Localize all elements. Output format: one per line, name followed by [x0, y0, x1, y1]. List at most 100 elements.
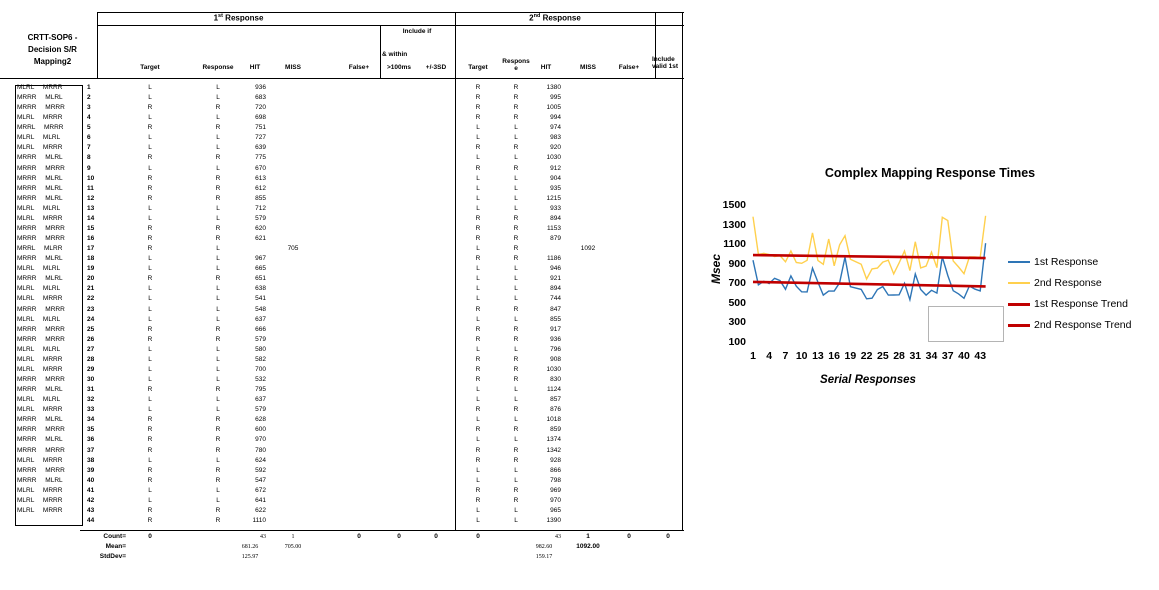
cell-t2[interactable]: R: [475, 496, 481, 504]
cell-h1[interactable]: 582: [255, 355, 266, 363]
cell-r2[interactable]: R: [513, 335, 519, 343]
cell-t1[interactable]: L: [148, 164, 152, 172]
cell-h2[interactable]: 1153: [547, 224, 561, 232]
cell-t1[interactable]: L: [148, 114, 152, 122]
cell-t2[interactable]: R: [475, 325, 481, 333]
cell-t1[interactable]: L: [148, 456, 152, 464]
chart-empty-textbox[interactable]: [928, 306, 1004, 342]
cell-h2[interactable]: 936: [550, 335, 561, 343]
cell-h1[interactable]: 720: [255, 104, 266, 112]
cell-n[interactable]: 6: [87, 134, 91, 142]
cell-h1[interactable]: 683: [255, 94, 266, 102]
cell-h1[interactable]: 580: [255, 345, 266, 353]
cell-n[interactable]: 25: [87, 325, 95, 333]
cell-m1[interactable]: 705: [287, 245, 299, 253]
cell-t1[interactable]: L: [148, 355, 152, 363]
cell-h1[interactable]: 638: [255, 285, 266, 293]
cell-t2[interactable]: L: [476, 517, 480, 524]
cell-t1[interactable]: L: [148, 345, 152, 353]
cell-t1[interactable]: L: [148, 315, 152, 323]
cell-h1[interactable]: 637: [255, 315, 266, 323]
cell-r1[interactable]: R: [215, 416, 221, 424]
cell-h1[interactable]: 855: [255, 194, 266, 202]
cell-n[interactable]: 22: [87, 295, 95, 303]
cell-r1[interactable]: R: [215, 517, 221, 524]
cell-map[interactable]: MRRR MRRR: [17, 325, 65, 333]
cell-h1[interactable]: 621: [255, 235, 266, 243]
cell-map[interactable]: MLRL MLRL: [17, 265, 61, 273]
cell-n[interactable]: 26: [87, 335, 95, 343]
cell-r1[interactable]: R: [215, 476, 221, 484]
cell-r1[interactable]: L: [216, 144, 220, 152]
cell-r2[interactable]: L: [514, 194, 518, 202]
cell-r1[interactable]: R: [215, 436, 221, 444]
cell-h1[interactable]: 547: [255, 476, 266, 484]
cell-map[interactable]: MRRR MLRL: [17, 436, 63, 444]
cell-r2[interactable]: L: [514, 265, 518, 273]
cell-map[interactable]: MLRL MLRL: [17, 204, 61, 212]
cell-t1[interactable]: L: [148, 406, 152, 414]
cell-map[interactable]: MRRR MRRR: [17, 104, 65, 112]
cell-n[interactable]: 18: [87, 255, 95, 263]
cell-n[interactable]: 17: [87, 245, 95, 253]
cell-r2[interactable]: R: [513, 164, 519, 172]
cell-n[interactable]: 13: [87, 204, 95, 212]
cell-r2[interactable]: L: [514, 476, 518, 484]
cell-map[interactable]: MLRL MLRL: [17, 134, 61, 142]
cell-n[interactable]: 41: [87, 486, 95, 494]
cell-n[interactable]: 29: [87, 365, 95, 373]
cell-r2[interactable]: L: [514, 174, 518, 182]
cell-h2[interactable]: 830: [550, 376, 561, 384]
cell-t2[interactable]: R: [475, 365, 481, 373]
cell-t1[interactable]: R: [147, 506, 153, 514]
cell-n[interactable]: 42: [87, 496, 95, 504]
cell-h2[interactable]: 1380: [546, 84, 561, 91]
cell-r1[interactable]: L: [216, 355, 220, 363]
cell-r1[interactable]: L: [216, 315, 220, 323]
cell-t1[interactable]: R: [147, 325, 153, 333]
cell-t1[interactable]: L: [148, 305, 152, 313]
cell-h1[interactable]: 1110: [252, 517, 267, 524]
cell-h2[interactable]: 908: [550, 355, 561, 363]
cell-t1[interactable]: R: [147, 466, 153, 474]
cell-h2[interactable]: 935: [550, 184, 561, 192]
cell-r1[interactable]: L: [216, 396, 220, 404]
cell-map[interactable]: MRRR MRRR: [17, 235, 65, 243]
cell-n[interactable]: 20: [87, 275, 95, 283]
cell-r2[interactable]: R: [513, 365, 519, 373]
cell-r2[interactable]: R: [513, 224, 519, 232]
cell-r1[interactable]: R: [215, 426, 221, 434]
cell-n[interactable]: 9: [87, 164, 91, 172]
cell-t1[interactable]: R: [147, 104, 153, 112]
cell-n[interactable]: 35: [87, 426, 95, 434]
cell-h1[interactable]: 579: [255, 335, 266, 343]
cell-r1[interactable]: L: [216, 456, 220, 464]
cell-n[interactable]: 5: [87, 124, 91, 132]
cell-t1[interactable]: R: [147, 245, 153, 253]
cell-h1[interactable]: 670: [255, 164, 266, 172]
cell-h2[interactable]: 857: [550, 396, 561, 404]
cell-h2[interactable]: 965: [550, 506, 561, 514]
cell-h2[interactable]: 1005: [546, 104, 561, 112]
legend-item[interactable]: 1st Response: [1008, 256, 1131, 268]
cell-h1[interactable]: 620: [255, 224, 266, 232]
legend-item[interactable]: 2nd Response Trend: [1008, 319, 1131, 331]
cell-r2[interactable]: R: [513, 376, 519, 384]
cell-t1[interactable]: L: [148, 265, 152, 273]
cell-n[interactable]: 1: [87, 84, 91, 91]
cell-map[interactable]: MRRR MRRR: [17, 224, 65, 232]
cell-t1[interactable]: R: [147, 446, 153, 454]
cell-n[interactable]: 32: [87, 396, 95, 404]
cell-h2[interactable]: 917: [550, 325, 561, 333]
series-line[interactable]: [752, 215, 987, 281]
cell-r2[interactable]: L: [514, 204, 518, 212]
cell-r1[interactable]: R: [215, 174, 221, 182]
cell-t1[interactable]: R: [147, 174, 153, 182]
cell-r1[interactable]: R: [215, 124, 221, 132]
cell-t1[interactable]: L: [148, 496, 152, 504]
cell-n[interactable]: 30: [87, 376, 95, 384]
cell-h1[interactable]: 641: [255, 496, 266, 504]
cell-t1[interactable]: L: [148, 486, 152, 494]
cell-n[interactable]: 33: [87, 406, 95, 414]
cell-t2[interactable]: R: [475, 144, 481, 152]
